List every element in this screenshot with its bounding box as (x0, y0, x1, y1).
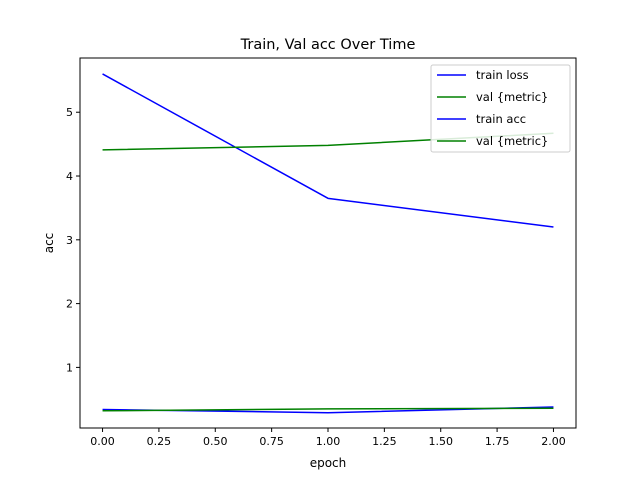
x-tick-label: 2.00 (541, 435, 566, 448)
y-tick-label: 5 (66, 106, 73, 119)
y-tick-label: 4 (66, 170, 73, 183)
chart-title: Train, Val acc Over Time (240, 37, 416, 53)
series-line-3 (102, 407, 554, 412)
y-tick-label: 1 (66, 361, 73, 374)
x-axis-ticks: 0.00 0.25 0.50 0.75 1.00 1.25 1.50 1.75 2.00 (90, 428, 566, 448)
legend-label-2: train acc (476, 112, 526, 126)
x-tick-label: 0.75 (259, 435, 284, 448)
x-axis-label: epoch (310, 456, 347, 470)
x-tick-label: 1.25 (372, 435, 397, 448)
legend-label-3: val {metric} (476, 134, 548, 148)
x-tick-label: 1.50 (428, 435, 453, 448)
legend-label-0: train loss (476, 68, 529, 82)
legend-box (430, 64, 571, 153)
x-tick-label: 1.00 (316, 435, 341, 448)
y-tick-label: 3 (66, 234, 73, 247)
legend-label-1: val {metric} (476, 90, 548, 104)
y-axis-ticks: 1 2 3 4 5 (66, 106, 80, 374)
x-tick-label: 0.50 (203, 435, 228, 448)
x-tick-label: 0.25 (147, 435, 172, 448)
x-tick-label: 1.75 (485, 435, 510, 448)
legend: train loss val {metric} train acc val {metr… (430, 64, 571, 153)
x-tick-label: 0.00 (90, 435, 115, 448)
series-line-0 (102, 73, 554, 228)
y-axis-label: acc (42, 233, 56, 254)
y-tick-label: 2 (66, 298, 73, 311)
legend-entries: train loss val {metric} train acc val {metr… (437, 68, 548, 148)
plot-lines (102, 73, 554, 414)
